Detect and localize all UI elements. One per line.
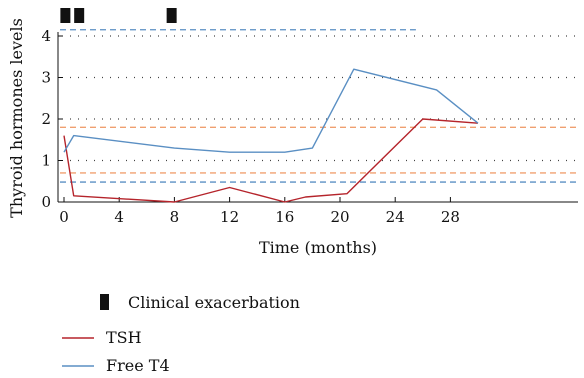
x-tick-label-24: 24 — [386, 208, 405, 226]
y-tick-label-0: 0 — [41, 193, 51, 211]
series-line-free-t4 — [63, 68, 479, 153]
grid-layer — [70, 35, 578, 162]
x-tick-label-8: 8 — [170, 208, 180, 226]
event-markers — [60, 8, 177, 23]
x-tick-label-16: 16 — [275, 208, 294, 226]
event-marker-2 — [166, 8, 177, 23]
x-tick-label-12: 12 — [220, 208, 239, 226]
legend-swatch-clinical-exacerbation — [100, 294, 109, 310]
series-layer — [63, 68, 479, 203]
event-marker-1 — [74, 8, 85, 23]
x-tick-label-28: 28 — [441, 208, 460, 226]
series-line-tsh — [63, 118, 479, 203]
event-marker-0 — [60, 8, 71, 23]
x-tick-label-4: 4 — [114, 208, 124, 226]
y-tick-label-1: 1 — [41, 152, 51, 170]
y-tick-label-4: 4 — [41, 27, 51, 45]
y-tick-label-3: 3 — [41, 69, 51, 87]
x-tick-label-20: 20 — [330, 208, 349, 226]
legend: Clinical exacerbation TSH Free T4 — [62, 293, 300, 375]
y-tick-label-2: 2 — [41, 110, 51, 128]
legend-label-clinical-exacerbation: Clinical exacerbation — [128, 293, 300, 312]
y-axis-title: Thyroid hormones levels — [7, 18, 26, 218]
x-axis-title: Time (months) — [259, 238, 377, 257]
legend-label-free-t4: Free T4 — [106, 356, 170, 375]
x-tick-label-0: 0 — [59, 208, 69, 226]
reference-lines — [60, 29, 578, 183]
legend-label-tsh: TSH — [106, 328, 142, 347]
